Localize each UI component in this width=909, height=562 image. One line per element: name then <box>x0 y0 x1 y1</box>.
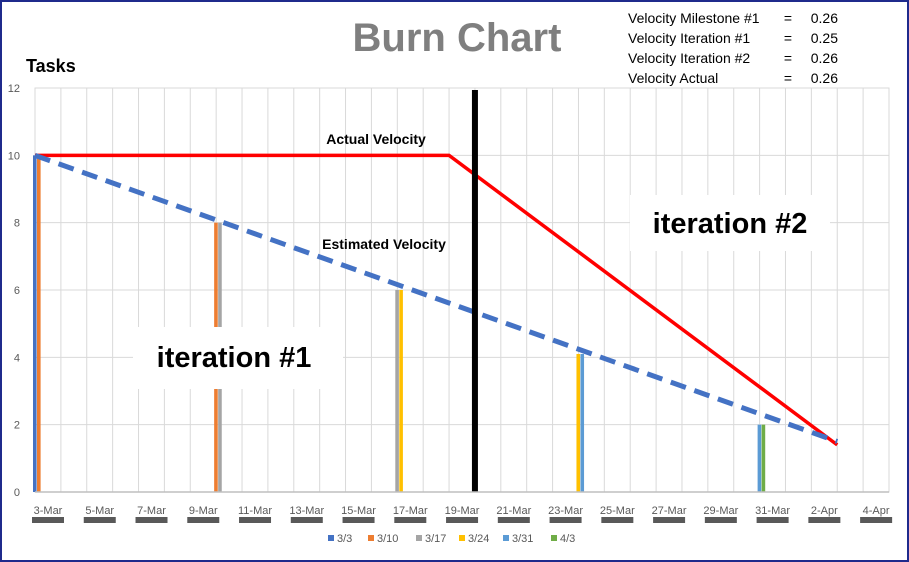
y-tick-label: 12 <box>8 83 20 95</box>
x-tick-label: 2-Apr <box>811 505 838 517</box>
axes: 0 2 4 6 8 10 12 3-Mar 5-Mar 7-Mar 9-Mar 11-Mar 13-Ma… <box>8 83 893 523</box>
bar-3-10 <box>37 155 41 493</box>
iteration1-label-bg <box>133 327 343 389</box>
velocity-table: Velocity Milestone #1 = 0.26 Velocity It… <box>628 8 838 88</box>
iteration2-label-bg <box>630 195 830 251</box>
x-tick-label: 9-Mar <box>189 505 218 517</box>
legend-swatch-3-10 <box>368 535 374 541</box>
velocity-label: Velocity Iteration #1 <box>628 30 751 46</box>
bar-3-31 <box>580 353 585 492</box>
x-tick-underline <box>135 517 168 523</box>
x-tick-underline <box>342 517 375 523</box>
velocity-row-iteration2: Velocity Iteration #2 = 0.26 <box>628 48 838 68</box>
x-tick-underline <box>446 517 479 523</box>
actual-velocity-label: Actual Velocity <box>326 131 426 147</box>
y-tick-label: 8 <box>14 218 20 230</box>
iteration2-label: iteration #2 <box>653 208 808 240</box>
legend-label-3-31: 3/31 <box>512 533 533 545</box>
estimated-velocity-line <box>34 152 839 444</box>
legend: 3/3 3/10 3/17 3/24 3/31 4/3 <box>328 533 575 545</box>
bar-3-3 <box>33 155 37 493</box>
velocity-row-iteration1: Velocity Iteration #1 = 0.25 <box>628 28 838 48</box>
x-tick-label: 27-Mar <box>652 505 687 517</box>
x-tick-label: 7-Mar <box>137 505 166 517</box>
x-tick-underline <box>704 517 737 523</box>
velocity-row-milestone1: Velocity Milestone #1 = 0.26 <box>628 8 838 28</box>
x-tick-label: 21-Mar <box>496 505 531 517</box>
legend-label-3-17: 3/17 <box>425 533 446 545</box>
legend-swatch-4-3 <box>551 535 557 541</box>
y-tick-label: 6 <box>14 285 20 297</box>
velocity-row-actual: Velocity Actual = 0.26 <box>628 68 838 88</box>
estimated-velocity-label: Estimated Velocity <box>322 236 446 252</box>
y-tick-label: 4 <box>14 352 20 364</box>
x-tick-underline <box>549 517 582 523</box>
x-tick-label: 23-Mar <box>548 505 583 517</box>
legend-label-4-3: 4/3 <box>560 533 575 545</box>
velocity-equals: = <box>783 50 793 66</box>
velocity-label: Velocity Actual <box>628 70 719 86</box>
x-tick-label: 15-Mar <box>341 505 376 517</box>
legend-label-3-10: 3/10 <box>377 533 398 545</box>
velocity-value: 0.26 <box>810 70 838 86</box>
velocity-lines <box>34 90 839 492</box>
x-tick-underline <box>83 517 116 523</box>
x-tick-label: 13-Mar <box>289 505 324 517</box>
x-tick-label: 29-Mar <box>703 505 738 517</box>
x-tick-underline <box>601 517 634 523</box>
bar-3-17 <box>395 290 399 492</box>
y-tick-label: 0 <box>14 487 20 499</box>
x-tick-underline <box>497 517 530 523</box>
legend-label-3-3: 3/3 <box>337 533 352 545</box>
x-tick-label: 19-Mar <box>445 505 480 517</box>
velocity-value: 0.26 <box>810 10 838 26</box>
x-tick-label: 17-Mar <box>393 505 428 517</box>
velocity-value: 0.26 <box>810 50 838 66</box>
x-tick-label: 25-Mar <box>600 505 635 517</box>
legend-swatch-3-24 <box>459 535 465 541</box>
y-tick-label: 10 <box>8 150 20 162</box>
y-axis-title: Tasks <box>26 56 76 76</box>
velocity-equals: = <box>783 10 793 26</box>
actual-velocity-line <box>35 153 839 447</box>
x-tick-underline <box>32 517 64 523</box>
velocity-label: Velocity Iteration #2 <box>628 50 751 66</box>
x-tick-underline <box>394 517 427 523</box>
x-tick-underline <box>860 517 893 523</box>
iteration1-label: iteration #1 <box>157 342 312 374</box>
legend-swatch-3-17 <box>416 535 422 541</box>
x-tick-underline <box>187 517 220 523</box>
velocity-equals: = <box>783 70 793 86</box>
y-tick-label: 2 <box>14 420 20 432</box>
bar-4-3 <box>761 424 766 492</box>
legend-swatch-3-3 <box>328 535 334 541</box>
x-tick-label: 3-Mar <box>34 505 63 517</box>
velocity-label: Velocity Milestone #1 <box>628 10 760 26</box>
x-tick-underline <box>756 517 789 523</box>
chart-title: Burn Chart <box>352 16 562 60</box>
velocity-equals: = <box>783 30 793 46</box>
x-tick-label: 5-Mar <box>85 505 114 517</box>
x-tick-underline <box>239 517 272 523</box>
x-tick-label: 31-Mar <box>755 505 790 517</box>
legend-label-3-24: 3/24 <box>468 533 489 545</box>
x-tick-underline <box>808 517 841 523</box>
annotations: Actual Velocity Estimated Velocity iterati… <box>133 131 830 389</box>
legend-swatch-3-31 <box>503 535 509 541</box>
bar-3-31 <box>757 424 762 492</box>
x-tick-underline <box>290 517 323 523</box>
bar-3-24 <box>576 353 581 492</box>
velocity-value: 0.25 <box>810 30 838 46</box>
bar-3-24 <box>399 290 403 492</box>
x-tick-label: 11-Mar <box>238 505 272 517</box>
x-tick-label: 4-Apr <box>863 505 890 517</box>
x-tick-underline <box>653 517 686 523</box>
